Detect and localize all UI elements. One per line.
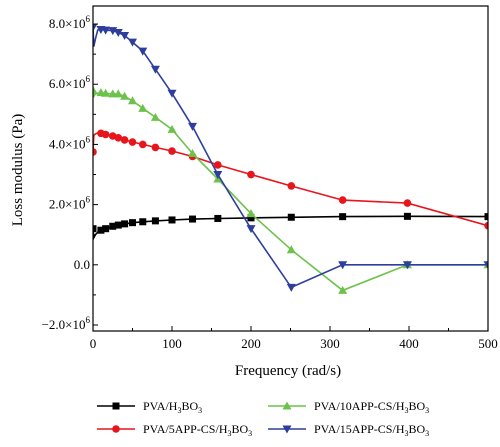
- y-tick-label: 4.0×106: [49, 134, 91, 151]
- series-4: [93, 23, 488, 292]
- data-point: [188, 122, 198, 131]
- plot-area: [93, 23, 488, 294]
- data-point: [150, 112, 160, 121]
- data-point: [483, 261, 488, 270]
- x-tick-label: 500: [478, 336, 498, 351]
- series-line: [93, 27, 488, 289]
- data-point: [167, 89, 177, 98]
- data-point: [151, 217, 159, 225]
- data-point: [246, 209, 256, 218]
- data-point: [403, 212, 411, 220]
- plot-frame: [92, 5, 489, 332]
- x-tick-label: 200: [241, 336, 261, 351]
- x-axis-title: Frequency (rad/s): [235, 363, 341, 379]
- data-point: [168, 147, 176, 155]
- data-point: [129, 219, 136, 227]
- data-point: [114, 221, 122, 229]
- legend-label: PVA/10APP-CS/H3BO3: [314, 399, 429, 415]
- data-point: [138, 140, 147, 149]
- data-point: [128, 138, 137, 146]
- data-point: [120, 136, 129, 144]
- data-point: [101, 88, 111, 97]
- legend-label: PVA/5APP-CS/H3BO3: [143, 422, 252, 438]
- data-point: [121, 220, 129, 228]
- data-point: [138, 103, 148, 112]
- data-point: [109, 222, 117, 230]
- data-point: [120, 31, 130, 40]
- data-point: [188, 148, 198, 157]
- series-3: [93, 85, 488, 294]
- legend-item-4: PVA/15APP-CS/H3BO3: [268, 422, 429, 438]
- data-point: [97, 226, 105, 234]
- data-point: [402, 261, 412, 270]
- data-point: [403, 199, 412, 207]
- y-tick-label: −2.0×106: [42, 315, 91, 332]
- legend-marker: [112, 402, 120, 410]
- x-tick-label: 0: [90, 336, 97, 351]
- data-point: [128, 38, 137, 47]
- data-point: [138, 47, 148, 56]
- data-point: [113, 28, 123, 37]
- legend-label: PVA/H3BO3: [143, 399, 202, 415]
- data-point: [101, 130, 110, 139]
- legend-marker: [112, 425, 120, 433]
- data-point: [113, 89, 123, 98]
- data-point: [101, 26, 111, 35]
- y-axis-title: Loss modulus (Pa): [10, 114, 26, 227]
- legend-marker: [282, 401, 292, 410]
- series-1: [93, 212, 488, 241]
- legend: PVA/H3BO3 PVA/5APP-CS/H3BO3 PVA/10APP-CS/H…: [97, 399, 429, 438]
- legend-item-2: PVA/5APP-CS/H3BO3: [97, 422, 252, 438]
- data-point: [484, 213, 488, 221]
- data-point: [120, 91, 130, 100]
- axes: 0 100 200 300 400 500 −2.0×106 0.0 2.0×106 4.0×10…: [42, 5, 498, 351]
- y-tick-label: 2.0×106: [49, 195, 91, 212]
- data-point: [93, 148, 97, 156]
- series-2: [93, 129, 488, 230]
- data-point: [93, 225, 97, 233]
- data-point: [151, 143, 160, 152]
- data-point: [114, 134, 123, 142]
- data-point: [286, 283, 296, 292]
- data-point: [484, 221, 488, 230]
- data-point: [168, 216, 176, 224]
- data-point: [246, 225, 256, 234]
- data-point: [102, 225, 110, 233]
- data-point: [338, 285, 348, 294]
- data-point: [139, 218, 147, 226]
- data-point: [287, 182, 296, 190]
- data-point: [189, 215, 197, 223]
- y-tick-label: 8.0×106: [49, 14, 91, 31]
- data-point: [214, 214, 222, 222]
- data-point: [93, 85, 98, 94]
- data-point: [339, 213, 347, 221]
- data-point: [286, 245, 296, 254]
- data-point: [338, 196, 347, 204]
- legend-item-3: PVA/10APP-CS/H3BO3: [268, 399, 429, 415]
- legend-label: PVA/15APP-CS/H3BO3: [314, 422, 429, 438]
- x-tick-label: 400: [399, 336, 419, 351]
- data-point: [247, 170, 255, 179]
- data-point: [150, 65, 160, 74]
- data-point: [167, 124, 177, 133]
- data-point: [93, 23, 98, 32]
- plot-clip-group: [93, 23, 488, 294]
- data-point: [128, 96, 137, 105]
- data-point: [338, 261, 348, 270]
- data-point: [214, 161, 222, 169]
- data-point: [213, 171, 223, 180]
- y-tick-label: 6.0×106: [49, 74, 91, 91]
- x-tick-label: 100: [162, 336, 182, 351]
- legend-item-1: PVA/H3BO3: [97, 399, 202, 415]
- legend-marker: [282, 425, 292, 434]
- y-tick-label: 0.0: [74, 257, 90, 272]
- x-tick-label: 300: [320, 336, 340, 351]
- data-point: [247, 214, 255, 222]
- data-point: [287, 213, 295, 221]
